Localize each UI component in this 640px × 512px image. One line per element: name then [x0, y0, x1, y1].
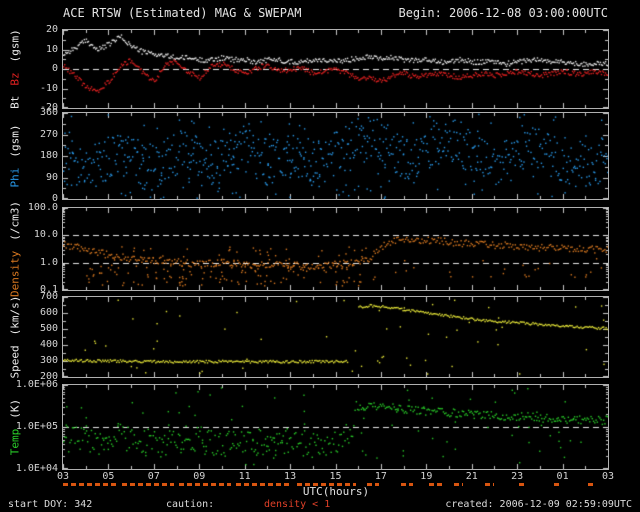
y-tick-label: 1.0E+06 [15, 379, 58, 390]
panel-frame-temp [62, 384, 609, 470]
panel-frame-speed [62, 296, 609, 378]
y-axis-title-part: (gsm) [8, 29, 22, 63]
panel-canvas-speed [63, 297, 608, 377]
caution-segment [122, 483, 175, 486]
caution-segment [296, 483, 356, 486]
x-tick-label: 21 [465, 471, 478, 482]
x-axis-title: UTC(hours) [302, 485, 370, 498]
panel-frame-phi [62, 112, 609, 200]
y-tick-label: 1.0E+05 [15, 421, 58, 432]
y-axis-title-part: Speed [8, 345, 22, 379]
created-timestamp: created: 2006-12-09 02:59:09UTC [445, 499, 632, 510]
x-tick-label: 03 [56, 471, 70, 482]
x-tick-label: 13 [284, 471, 297, 482]
x-tick-label: 11 [238, 471, 251, 482]
y-tick-label: 360 [39, 107, 58, 118]
panel-canvas-temp [63, 385, 608, 469]
y-axis-title-part: (gsm) [8, 124, 22, 158]
x-tick-label: 23 [511, 471, 524, 482]
caution-segment [453, 483, 463, 486]
y-tick-label: 1.0 [39, 256, 58, 268]
y-axis-title-part: (K) [8, 398, 22, 419]
y-tick-label: 500 [39, 323, 58, 334]
y-tick-label: 1.0E+04 [15, 463, 58, 474]
y-tick-label: 180 [39, 150, 58, 161]
x-tick-label: 15 [329, 471, 342, 482]
x-tick-label: 19 [420, 471, 433, 482]
status-bar: start DOY: 342 caution: density < 1 crea… [0, 497, 640, 512]
y-axis-title-part: Phi [8, 167, 22, 188]
caution-segment [485, 483, 495, 486]
y-tick-label: 600 [39, 307, 58, 318]
x-tick-label: 01 [556, 471, 569, 482]
plot-title: ACE RTSW (Estimated) MAG & SWEPAM [63, 6, 302, 20]
y-axis-title-part: Bt [8, 95, 22, 109]
y-tick-label: 300 [39, 355, 58, 366]
caution-value: density < 1 [264, 499, 331, 510]
header: ACE RTSW (Estimated) MAG & SWEPAM Begin:… [63, 6, 608, 20]
y-axis-title-mag: Bt Bz (gsm) [9, 24, 22, 114]
y-tick-label: 0 [51, 63, 58, 74]
y-tick-label: 100.0 [27, 202, 58, 213]
y-tick-label: 200 [39, 371, 58, 382]
y-axis-title-density: Density(/cm3) [9, 196, 22, 302]
caution-segment [367, 483, 379, 486]
y-tick-label: 90 [45, 171, 58, 183]
y-tick-label: -20 [39, 102, 58, 113]
caution-segment [401, 483, 413, 486]
y-tick-label: 400 [39, 339, 58, 350]
x-tick-label: 17 [374, 471, 387, 482]
caution-segment [235, 483, 293, 486]
x-tick-label: 09 [193, 471, 206, 482]
y-tick-label: 0 [51, 193, 58, 204]
panel-frame-density [62, 207, 609, 291]
x-tick-label: 03 [601, 471, 615, 482]
y-axis-title-part: (/cm3) [8, 200, 22, 241]
y-axis-title-part: Bz [8, 72, 22, 86]
caution-segment [553, 483, 561, 486]
begin-timestamp: Begin: 2006-12-08 03:00:00UTC [398, 6, 608, 20]
y-tick-label: 700 [39, 291, 58, 302]
panel-canvas-phi [63, 113, 608, 199]
x-tick-label: 05 [102, 471, 115, 482]
y-tick-label: -10 [39, 82, 58, 94]
start-doy-label: start DOY: 342 [8, 499, 93, 510]
x-tick-label: 07 [147, 471, 160, 482]
y-axis-title-part: (km/s) [8, 295, 22, 336]
y-tick-label: 20 [45, 24, 58, 35]
panel-frame-mag [62, 29, 609, 109]
x-axis-tick-labels: 03 05 07 09 11 13 15 17 19 21 23 01 03 [0, 471, 640, 483]
panel-canvas-mag [63, 30, 608, 108]
y-tick-label: 10 [45, 43, 58, 55]
y-axis-title-speed: Speed (km/s) [9, 291, 22, 384]
y-axis-title-phi: Phi (gsm) [9, 120, 22, 193]
caution-segment [428, 483, 443, 486]
y-axis-title-temp: Temp (K) [9, 394, 22, 460]
y-tick-label: 270 [39, 128, 58, 140]
caution-segment [519, 483, 527, 486]
y-tick-label: 10.0 [33, 229, 58, 241]
panel-canvas-density [63, 208, 608, 290]
caution-segment [587, 483, 595, 486]
caution-segment [178, 483, 232, 486]
caution-label: caution: [166, 499, 215, 510]
caution-indicator-strip [63, 483, 608, 486]
y-tick-label: 0.1 [39, 284, 58, 295]
caution-segment [63, 483, 118, 486]
y-axis-title-part: Temp [8, 428, 22, 456]
